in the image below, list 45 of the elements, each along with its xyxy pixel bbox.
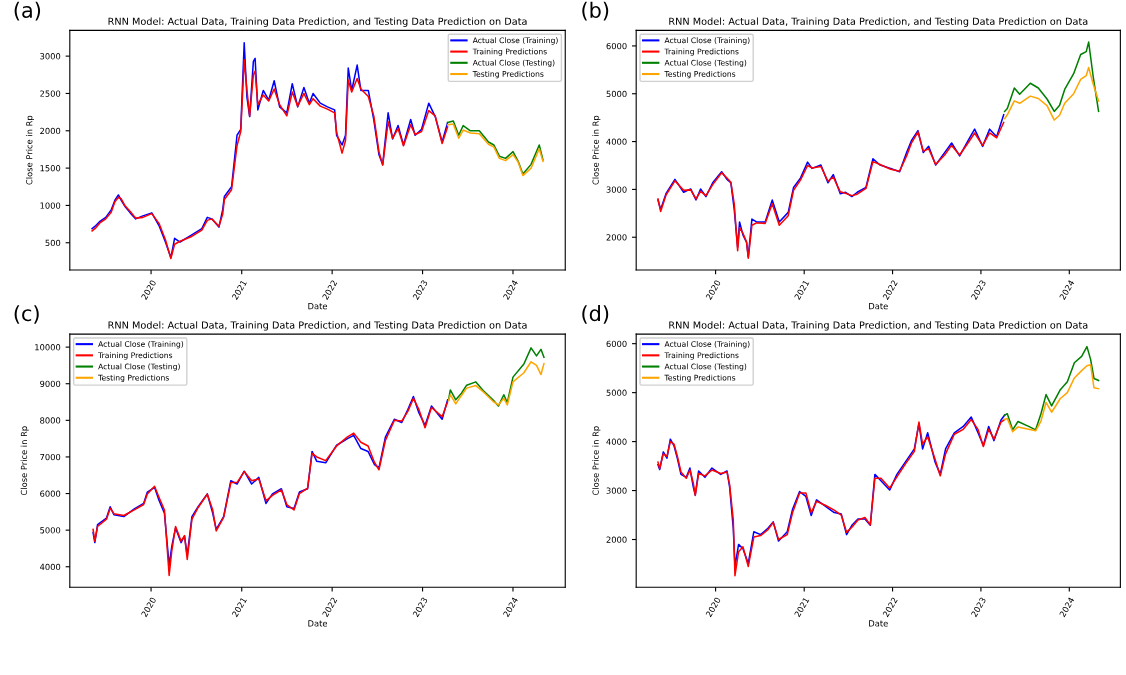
y-tick-label: 4000 (606, 438, 627, 445)
chart-title: RNN Model: Actual Data, Training Data Prediction, and Testing Data Prediction on Data (108, 321, 527, 331)
y-tick-label: 10000 (35, 344, 61, 351)
y-tick-label: 2500 (40, 90, 61, 97)
x-axis-title: Date (869, 303, 888, 310)
y-tick-label: 4000 (606, 138, 627, 145)
line-series (447, 360, 545, 406)
line-series (447, 347, 545, 407)
y-tick-label: 6000 (40, 490, 61, 497)
text: (c) (14, 305, 39, 324)
y-tick-label: 6000 (606, 340, 627, 347)
y-tick-label: 1000 (40, 202, 61, 209)
y-axis-title: Close Price in Rp (592, 426, 601, 496)
y-tick-label: 2000 (606, 234, 627, 241)
chart-title: RNN Model: Actual Data, Training Data Prediction, and Testing Data Prediction on Data (669, 17, 1088, 27)
y-tick-label: 8000 (40, 417, 61, 424)
y-axis-title: Close Price in Rp (25, 115, 35, 185)
chart-title: RNN Model: Actual Data, Training Data Prediction, and Testing Data Prediction on Data (108, 17, 527, 27)
text: (a) (14, 1, 41, 21)
y-tick-label: 2000 (40, 127, 61, 135)
y-axis-title: Close Price in Rp (592, 115, 601, 185)
y-tick-label: 7000 (40, 453, 61, 461)
text: (b) (582, 1, 609, 21)
x-axis-title: Date (869, 620, 888, 627)
chart-title: RNN Model: Actual Data, Training Data Prediction, and Testing Data Prediction on Data (669, 321, 1088, 331)
y-tick-label: 1500 (40, 165, 61, 172)
text: (d) (582, 305, 609, 324)
y-axis-title: Close Price in Rp (20, 426, 29, 496)
y-tick-label: 9000 (40, 380, 61, 388)
y-tick-label: 3000 (606, 487, 627, 494)
x-axis-title: Date (308, 303, 328, 310)
y-tick-label: 5000 (606, 90, 627, 98)
line-series (1003, 345, 1100, 431)
y-tick-label: 6000 (606, 42, 627, 50)
y-tick-label: 4000 (39, 563, 61, 571)
line-series (1003, 363, 1100, 433)
line-series (1003, 66, 1100, 121)
y-tick-label: 3000 (606, 186, 627, 193)
y-tick-label: 500 (45, 239, 61, 247)
y-tick-label: 5000 (606, 389, 627, 396)
y-tick-label: 3000 (40, 53, 61, 60)
line-series (1003, 41, 1100, 113)
x-axis-title: Date (308, 620, 328, 627)
y-tick-label: 2000 (606, 536, 627, 543)
y-tick-label: 5000 (40, 527, 61, 534)
